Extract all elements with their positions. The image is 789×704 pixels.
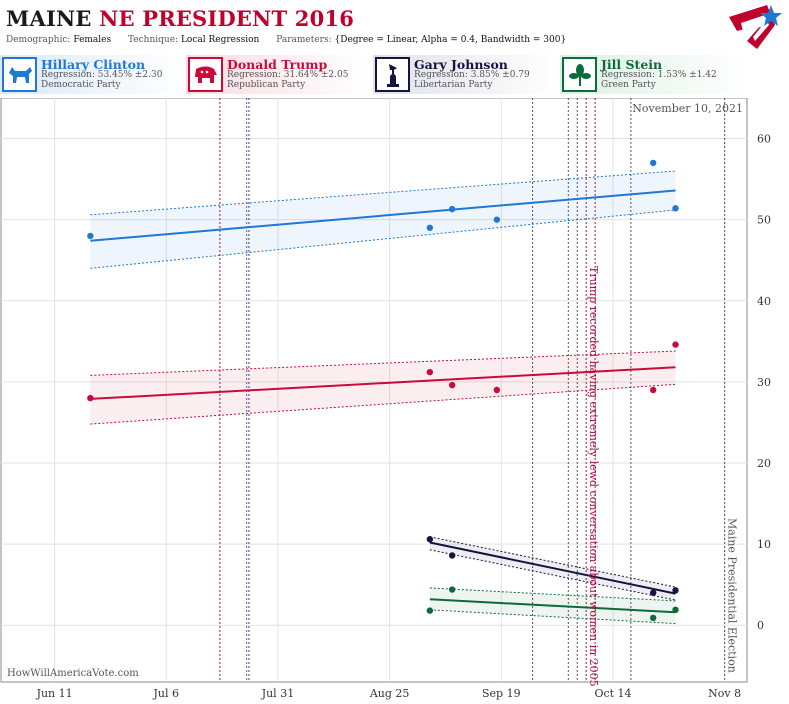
legend-regression: Regression: 3.85% ±0.79 (414, 70, 530, 81)
data-point (426, 224, 434, 231)
legend-party: Republican Party (227, 80, 306, 91)
data-point (493, 216, 501, 223)
site-logo-icon (729, 5, 782, 49)
legend-name: Gary Johnson (414, 56, 508, 72)
legend-name: Jill Stein (601, 56, 663, 72)
data-point (672, 341, 679, 348)
y-tick-label: 30 (757, 376, 771, 389)
param-key-parameters: Parameters: (276, 35, 332, 45)
confidence-band (90, 171, 676, 269)
data-point (87, 232, 94, 240)
legend-stein: Jill Stein Regression: 1.53% ±1.42 Green… (560, 55, 746, 94)
y-tick-label: 60 (757, 133, 771, 146)
param-key-technique: Technique: (128, 35, 179, 45)
y-tick-label: 10 (757, 538, 771, 551)
liberty-icon (375, 57, 410, 92)
ci-upper-line (90, 350, 676, 376)
title-race: NE PRESIDENT 2016 (99, 6, 355, 31)
data-point (649, 589, 657, 596)
legend-clinton: Hillary Clinton Regression: 53.45% ±2.30… (0, 55, 185, 94)
regression-line (90, 189, 676, 242)
data-point (672, 606, 679, 614)
watermark: HowWillAmericaVote.com (7, 668, 139, 679)
ci-lower-line (429, 609, 676, 625)
x-tick-label: Aug 25 (369, 687, 410, 700)
chart-plot: 0 10 20 30 40 50 60 Jun 11 Jul 6 Jul 31 Aug 25 Sep … (0, 98, 771, 700)
annotation-label: Trump recorded having extremely lewd con… (587, 266, 600, 687)
data-point (426, 607, 434, 614)
confidence-band (90, 351, 676, 425)
ci-upper-line (90, 170, 676, 216)
data-point (426, 368, 434, 376)
data-point (87, 394, 94, 402)
x-tick-label: Jul 31 (261, 687, 295, 700)
chart-title: MAINE NE PRESIDENT 2016 (6, 6, 354, 31)
ci-lower-line (429, 549, 676, 601)
legend-regression: Regression: 53.45% ±2.30 (41, 70, 163, 81)
donkey-icon (2, 57, 37, 92)
legend-regression: Regression: 31.64% ±2.05 (227, 70, 349, 81)
param-key-demographic: Demographic: (6, 35, 71, 45)
legend-party: Libertarian Party (414, 80, 493, 91)
y-tick-label: 40 (757, 295, 771, 308)
param-value-parameters: {Degree = Linear, Alpha = 0.4, Bandwidth… (334, 35, 567, 45)
param-value-technique: Local Regression (180, 35, 260, 45)
ci-lower-line (90, 383, 676, 425)
parameters-line: Demographic: Females Technique: Local Re… (6, 35, 580, 45)
annotation-label: Maine Presidential Election (726, 518, 739, 673)
x-tick-label: Sep 19 (482, 687, 521, 700)
data-point (649, 386, 657, 394)
ci-upper-line (429, 536, 676, 588)
data-point (448, 205, 456, 213)
elephant-icon (188, 57, 223, 92)
y-tick-label: 20 (757, 457, 771, 470)
param-value-demographic: Females (73, 35, 112, 45)
x-tick-label: Jul 6 (153, 687, 180, 700)
ci-upper-line (429, 587, 676, 602)
x-tick-label: Oct 14 (594, 687, 631, 700)
data-point (426, 536, 434, 543)
data-point (649, 614, 657, 622)
title-state: MAINE (6, 6, 92, 31)
y-tick-label: 0 (757, 619, 764, 632)
leaf-icon (562, 57, 597, 92)
regression-line (429, 598, 676, 614)
data-point (448, 586, 456, 593)
legend-party: Green Party (601, 80, 656, 91)
legend-johnson: Gary Johnson Regression: 3.85% ±0.79 Lib… (373, 55, 559, 94)
legend-trump: Donald Trump Regression: 31.64% ±2.05 Re… (186, 55, 372, 94)
legend-name: Donald Trump (227, 56, 328, 72)
regression-line (90, 366, 676, 400)
legend-name: Hillary Clinton (41, 56, 146, 72)
data-point (672, 587, 679, 594)
data-point (672, 205, 679, 212)
data-point (493, 386, 501, 394)
regression-line (429, 541, 676, 595)
date-stamp: November 10, 2021 (632, 102, 743, 115)
y-tick-label: 50 (757, 214, 771, 227)
x-tick-label: Jun 11 (36, 687, 73, 700)
data-point (649, 159, 657, 167)
data-point (448, 552, 456, 559)
data-point (448, 381, 456, 389)
x-tick-label: Nov 8 (708, 687, 741, 700)
legend-party: Democratic Party (41, 80, 121, 91)
legend-regression: Regression: 1.53% ±1.42 (601, 70, 717, 81)
